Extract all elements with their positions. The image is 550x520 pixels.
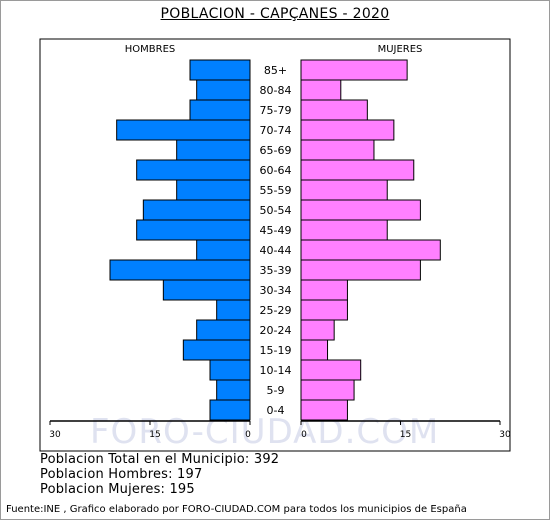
age-label: 65-69: [260, 144, 292, 157]
x-tick-label: 15: [149, 430, 160, 440]
bar-hombres-65-69: [176, 139, 251, 161]
bar-hombres-30-34: [162, 279, 251, 301]
stat-hombres: Poblacion Hombres: 197: [40, 467, 203, 482]
x-tick-label: 15: [400, 430, 411, 440]
age-label: 35-39: [260, 264, 292, 277]
bar-mujeres-10-14: [300, 359, 362, 381]
bar-hombres-20-24: [196, 319, 251, 341]
age-label: 80-84: [260, 84, 292, 97]
bar-mujeres-65-69: [300, 139, 375, 161]
age-label: 50-54: [260, 204, 292, 217]
bar-mujeres-25-29: [300, 299, 348, 321]
age-label: 45-49: [260, 224, 292, 237]
age-label: 85+: [264, 64, 287, 77]
bar-hombres-75-79: [189, 99, 251, 121]
bar-hombres-50-54: [142, 199, 251, 221]
legend-hombres: HOMBRES: [125, 44, 176, 55]
bar-mujeres-5-9: [300, 379, 355, 401]
bar-hombres-35-39: [109, 259, 251, 281]
bar-mujeres-45-49: [300, 219, 388, 241]
age-label: 75-79: [260, 104, 292, 117]
x-tick-label: 30: [49, 430, 61, 440]
bar-mujeres-75-79: [300, 99, 368, 121]
age-label: 25-29: [260, 304, 292, 317]
bar-mujeres-30-34: [300, 279, 348, 301]
bar-mujeres-40-44: [300, 239, 441, 261]
bar-hombres-70-74: [116, 119, 251, 141]
age-label: 10-14: [260, 364, 292, 377]
chart-title: POBLACION - CAPÇANES - 2020: [160, 6, 390, 22]
bar-mujeres-35-39: [300, 259, 421, 281]
population-pyramid: HOMBRES MUJERES 85+ 80-84 75-79 70-74 65-69 60-…: [39, 38, 511, 452]
watermark: FORO-CIUDAD.COM: [90, 412, 440, 452]
age-label: 55-59: [260, 184, 292, 197]
legend-mujeres: MUJERES: [378, 44, 423, 55]
age-label: 5-9: [267, 384, 285, 397]
age-label: 30-34: [260, 284, 292, 297]
bar-hombres-80-84: [196, 79, 251, 101]
x-tick-label: 30: [499, 430, 511, 440]
bar-mujeres-20-24: [300, 319, 335, 341]
bar-hombres-55-59: [176, 179, 251, 201]
age-label: 20-24: [260, 324, 292, 337]
age-label: 40-44: [260, 244, 292, 257]
x-tick-label: 0: [301, 430, 307, 440]
age-label: 15-19: [260, 344, 292, 357]
age-label: 70-74: [260, 124, 292, 137]
age-label: 60-64: [260, 164, 292, 177]
bar-mujeres-55-59: [300, 179, 388, 201]
bar-hombres-5-9: [216, 379, 251, 401]
bar-mujeres-80-84: [300, 79, 342, 101]
age-label: 0-4: [267, 404, 285, 417]
bar-mujeres-15-19: [300, 339, 329, 361]
x-tick-label: 0: [245, 430, 251, 440]
bar-hombres-25-29: [216, 299, 251, 321]
stat-mujeres: Poblacion Mujeres: 195: [40, 482, 195, 497]
bar-hombres-85+: [189, 59, 251, 81]
bar-hombres-0-4: [209, 399, 251, 421]
bar-mujeres-85+: [300, 59, 408, 81]
bar-mujeres-50-54: [300, 199, 421, 221]
bar-hombres-60-64: [136, 159, 251, 181]
bar-hombres-45-49: [136, 219, 251, 241]
stat-total: Poblacion Total en el Municipio: 392: [40, 452, 280, 467]
bar-mujeres-60-64: [300, 159, 415, 181]
bar-mujeres-70-74: [300, 119, 395, 141]
bar-hombres-40-44: [196, 239, 251, 261]
bar-mujeres-0-4: [300, 399, 348, 421]
footer-source: Fuente:INE , Grafico elaborado por FORO-…: [6, 504, 467, 515]
plot-box: [39, 38, 511, 452]
bar-hombres-15-19: [182, 339, 251, 361]
bar-hombres-10-14: [209, 359, 251, 381]
